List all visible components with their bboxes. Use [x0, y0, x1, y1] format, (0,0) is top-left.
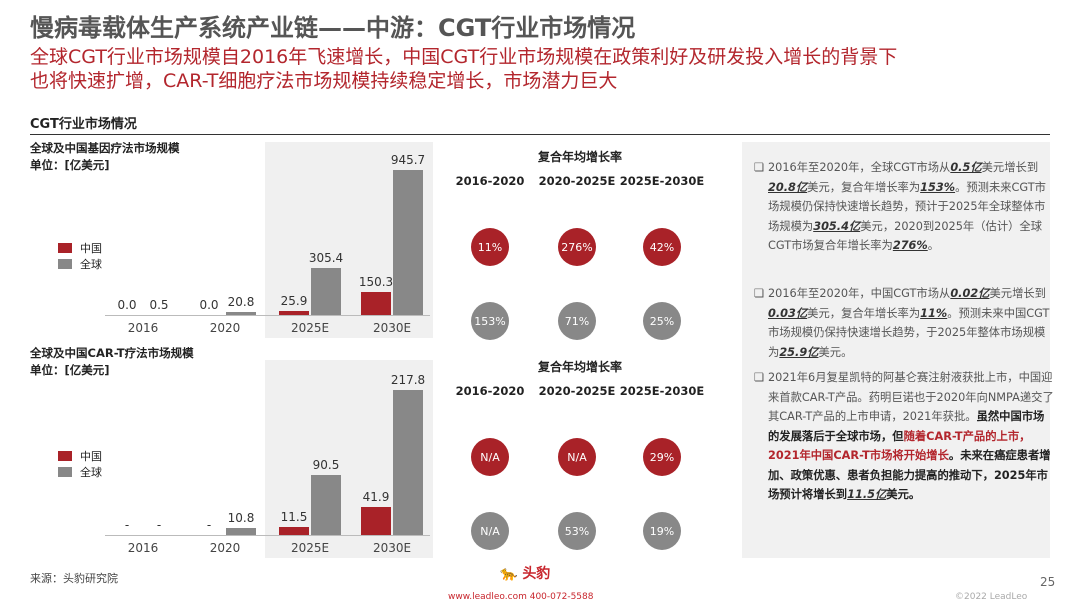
cagr-circle-china: 276% — [558, 228, 596, 266]
section-title: CGT行业市场情况 — [30, 117, 137, 132]
x-tick-label: 2020 — [209, 321, 241, 335]
cagr-period: 2016-2020 — [455, 174, 525, 188]
cagr-circle-china: 42% — [643, 228, 681, 266]
chart-title: 全球及中国CAR-T疗法市场规模 — [30, 346, 194, 360]
data-label-global: 945.7 — [390, 153, 426, 167]
legend-label: 中国 — [80, 242, 102, 255]
notes-panel: ❏ 2016年至2020年，全球CGT市场从0.5亿美元增长到20.8亿美元，复… — [742, 142, 1054, 558]
legend-label: 全球 — [80, 466, 102, 479]
data-label-china: 11.5 — [280, 510, 308, 525]
data-label-china: - — [206, 518, 212, 532]
x-axis — [105, 535, 430, 536]
cagr-circle-china: N/A — [558, 438, 596, 476]
data-label-china: 0.0 — [117, 298, 137, 312]
data-label-global: - — [156, 518, 162, 532]
cagr-period: 2025E-2030E — [619, 174, 705, 188]
brand-logo: 🐆 头豹 — [500, 566, 551, 582]
legend-swatch — [58, 451, 72, 461]
bar-global — [311, 474, 341, 535]
data-label-china: 25.9 — [280, 294, 308, 309]
data-label-global: 20.8 — [227, 294, 255, 309]
data-label-china: - — [124, 518, 130, 532]
legend-swatch — [58, 243, 72, 253]
legend-label: 中国 — [80, 450, 102, 463]
bar-china — [361, 291, 391, 315]
bar-global — [393, 390, 423, 535]
cagr-heading: 复合年均增长率 — [537, 150, 622, 164]
legend-swatch — [58, 467, 72, 477]
chart-unit: 单位：[亿美元] — [30, 158, 110, 172]
subtitle-line-1: 全球CGT行业市场规模自2016年飞速增长，中国CGT行业市场规模在政策利好及研… — [30, 46, 898, 68]
chart-title: 全球及中国基因疗法市场规模 — [30, 141, 180, 155]
bar-global — [393, 170, 423, 315]
legend-item-global: 全球 — [58, 464, 102, 480]
cagr-heading: 复合年均增长率 — [537, 360, 622, 374]
cagr-circle-global: 19% — [643, 512, 681, 550]
cagr-circle-china: 29% — [643, 438, 681, 476]
bar-global — [226, 311, 256, 315]
x-tick-label: 2025E — [290, 321, 330, 335]
cagr-period: 2020-2025E — [538, 384, 616, 398]
cagr-circle-china: 11% — [471, 228, 509, 266]
logo-text: 头豹 — [522, 566, 551, 582]
note-1: ❏ 2016年至2020年，全球CGT市场从0.5亿美元增长到20.8亿美元，复… — [754, 161, 1046, 252]
data-label-china: 41.9 — [362, 490, 390, 505]
cagr-circle-global: 153% — [471, 302, 509, 340]
data-label-global: 217.8 — [390, 373, 426, 387]
data-label-global: 305.4 — [308, 251, 344, 266]
cagr-circle-global: N/A — [471, 512, 509, 550]
contact-info: www.leadleo.com 400-072-5588 — [448, 592, 594, 602]
data-label-china: 150.3 — [358, 274, 394, 289]
page-number: 25 — [1040, 575, 1056, 589]
x-axis — [105, 315, 430, 316]
page-title: 慢病毒载体生产系统产业链——中游：CGT行业市场情况 — [30, 14, 636, 42]
bar-global — [311, 268, 341, 315]
note-3: ❏ 2021年6月复星凯特的阿基仑赛注射液获批上市，中国迎来首款CAR-T产品。… — [754, 371, 1054, 501]
legend-label: 全球 — [80, 258, 102, 271]
data-label-global: 0.5 — [149, 297, 169, 312]
bar-china — [279, 527, 309, 535]
bar-china — [279, 311, 309, 315]
x-tick-label: 2030E — [372, 321, 412, 335]
legend-swatch — [58, 259, 72, 269]
cagr-circle-global: 71% — [558, 302, 596, 340]
bar-global — [226, 527, 256, 535]
x-tick-label: 2025E — [290, 541, 330, 555]
cagr-circle-global: 53% — [558, 512, 596, 550]
cagr-period: 2016-2020 — [455, 384, 525, 398]
bar-china — [361, 507, 391, 535]
legend-item-china: 中国 — [58, 448, 102, 464]
source-note: 来源：头豹研究院 — [30, 572, 118, 585]
chart-unit: 单位：[亿美元] — [30, 363, 110, 377]
note-2: ❏ 2016年至2020年，中国CGT市场从0.02亿美元增长到0.03亿美元，… — [754, 287, 1050, 359]
cagr-period: 2020-2025E — [538, 174, 616, 188]
x-tick-label: 2030E — [372, 541, 412, 555]
x-tick-label: 2016 — [127, 541, 159, 555]
data-label-china: 0.0 — [199, 298, 219, 312]
data-label-global: 90.5 — [312, 457, 340, 472]
copyright: ©2022 LeadLeo — [955, 592, 1028, 602]
legend-item-china: 中国 — [58, 240, 102, 256]
cagr-circle-china: N/A — [471, 438, 509, 476]
cagr-circle-global: 25% — [643, 302, 681, 340]
x-tick-label: 2020 — [209, 541, 241, 555]
section-divider — [30, 134, 1050, 135]
x-tick-label: 2016 — [127, 321, 159, 335]
data-label-global: 10.8 — [227, 510, 255, 525]
cagr-period: 2025E-2030E — [619, 384, 705, 398]
subtitle-line-2: 也将快速扩增，CAR-T细胞疗法市场规模持续稳定增长，市场潜力巨大 — [30, 70, 618, 92]
legend-item-global: 全球 — [58, 256, 102, 272]
